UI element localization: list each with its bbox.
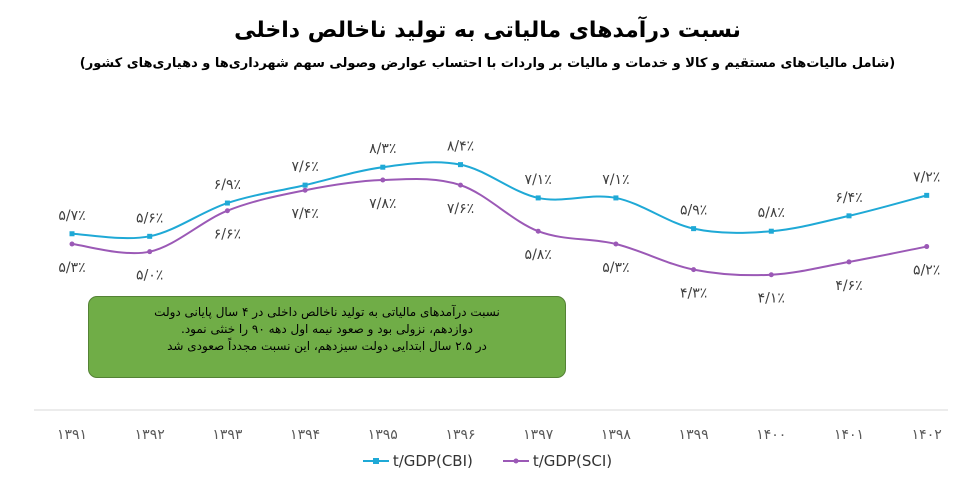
data-label-sci: ۵/۳٪ — [58, 260, 85, 276]
data-label-sci: ۷/۸٪ — [369, 196, 396, 212]
data-label-cbi: ۷/۲٪ — [913, 169, 940, 185]
series-line-sci — [71, 177, 927, 277]
data-point-cbi — [458, 162, 463, 168]
x-tick-label: ۱۳۹۷ — [523, 427, 554, 443]
data-point-cbi — [613, 195, 619, 201]
legend-label-sci: t/GDP(SCI) — [532, 452, 613, 470]
data-label-cbi: ۷/۱٪ — [525, 172, 552, 188]
x-tick-label: ۱۳۹۵ — [368, 427, 398, 443]
data-point-cbi — [846, 213, 852, 219]
x-tick-labels: ۱۳۹۱ ۱۳۹۲ ۱۳۹۳ ۱۳۹۴ ۱۳۹۵ ۱۳۹۶ ۱۳۹۷ ۱۳۹۸ ۱۳۹۹ ۱۴۰۰… — [57, 427, 942, 443]
data-label-cbi: ۶/۴٪ — [835, 190, 862, 206]
data-label-sci: ۷/۴٪ — [291, 206, 318, 222]
annotation-box: نسبت درآمدهای مالیاتی به تولید ناخالص دا… — [88, 296, 566, 378]
data-label-sci: ۵/۲٪ — [913, 263, 940, 279]
data-label-sci: ۴/۱٪ — [758, 291, 785, 307]
data-label-cbi: ۸/۴٪ — [447, 139, 474, 155]
x-tick-label: ۱۳۹۳ — [212, 427, 243, 443]
annotation-line-3: در ۲.۵ سال ابتدایی دولت سیزدهم، این نسبت… — [167, 339, 487, 353]
data-point-cbi — [691, 226, 697, 232]
data-point-sci — [380, 177, 386, 183]
legend-item-cbi: t/GDP(CBI) — [362, 452, 473, 470]
data-label-sci: ۵/۸٪ — [525, 247, 552, 263]
annotation-line-2: دوازدهم، نزولی بود و صعود نیمه اول دهه ۹… — [181, 322, 473, 336]
data-label-cbi: ۵/۷٪ — [58, 208, 85, 224]
data-point-cbi — [380, 164, 386, 170]
x-tick-label: ۱۳۹۲ — [135, 427, 165, 443]
data-label-cbi: ۷/۶٪ — [291, 159, 318, 175]
data-point-sci — [224, 208, 230, 214]
x-tick-label: ۱۴۰۲ — [912, 427, 942, 443]
data-label-sci: ۷/۶٪ — [447, 201, 474, 217]
x-tick-label: ۱۳۹۴ — [290, 427, 320, 443]
chart-subtitle: (شامل مالیات‌های مستقیم و کالا و خدمات و… — [79, 56, 896, 71]
data-label-cbi: ۶/۹٪ — [214, 177, 241, 193]
data-point-sci — [458, 182, 463, 188]
data-label-sci: ۶/۶٪ — [214, 227, 241, 243]
data-point-sci — [924, 244, 930, 250]
data-label-sci: ۵/۰٪ — [136, 268, 163, 284]
data-point-cbi — [224, 200, 230, 206]
legend-swatch-sci-icon — [502, 458, 529, 464]
x-tick-label: ۱۳۹۶ — [445, 427, 475, 443]
data-label-sci: ۴/۳٪ — [680, 286, 707, 302]
data-point-sci — [147, 249, 153, 255]
data-point-sci — [846, 259, 852, 265]
data-label-cbi: ۷/۱٪ — [602, 172, 629, 188]
data-point-sci — [691, 267, 697, 273]
data-point-cbi — [69, 231, 75, 237]
data-label-cbi: ۵/۸٪ — [758, 205, 785, 221]
data-label-cbi: ۵/۶٪ — [136, 210, 163, 226]
legend-swatch-cbi-icon — [362, 458, 389, 464]
data-label-cbi: ۸/۳٪ — [369, 141, 396, 157]
data-point-cbi — [924, 192, 930, 198]
annotation-line-1: نسبت درآمدهای مالیاتی به تولید ناخالص دا… — [154, 305, 500, 319]
data-point-cbi — [302, 182, 308, 188]
data-point-cbi — [147, 233, 153, 239]
data-point-sci — [768, 272, 774, 278]
x-tick-label: ۱۳۹۹ — [679, 427, 709, 443]
legend-item-sci: t/GDP(SCI) — [502, 452, 613, 470]
data-point-sci — [69, 241, 75, 247]
data-point-sci — [302, 187, 308, 193]
data-point-sci — [535, 228, 541, 234]
legend: t/GDP(CBI) t/GDP(SCI) — [0, 452, 975, 470]
data-point-cbi — [535, 195, 541, 201]
data-label-cbi: ۵/۹٪ — [680, 203, 707, 219]
data-label-sci: ۵/۳٪ — [602, 260, 629, 276]
series-line-cbi — [71, 161, 927, 240]
series-layer: ۵/۷٪ ۵/۶٪ ۶/۹٪ ۷/۶٪ ۸/۳٪ ۸/۴٪ ۷/۱٪ ۷/۱٪ ۵/۹٪ ۵/۸٪… — [58, 139, 940, 307]
x-tick-label: ۱۳۹۱ — [57, 427, 87, 443]
data-point-cbi — [768, 228, 774, 234]
x-tick-label: ۱۴۰۱ — [834, 427, 864, 443]
legend-label-cbi: t/GDP(CBI) — [392, 452, 473, 470]
x-tick-label: ۱۳۹۸ — [601, 427, 632, 443]
data-point-sci — [613, 241, 619, 247]
x-tick-label: ۱۴۰۰ — [756, 427, 786, 443]
data-label-sci: ۴/۶٪ — [835, 278, 862, 294]
chart-title: نسبت درآمدهای مالیاتی به تولید ناخالص دا… — [234, 18, 741, 43]
